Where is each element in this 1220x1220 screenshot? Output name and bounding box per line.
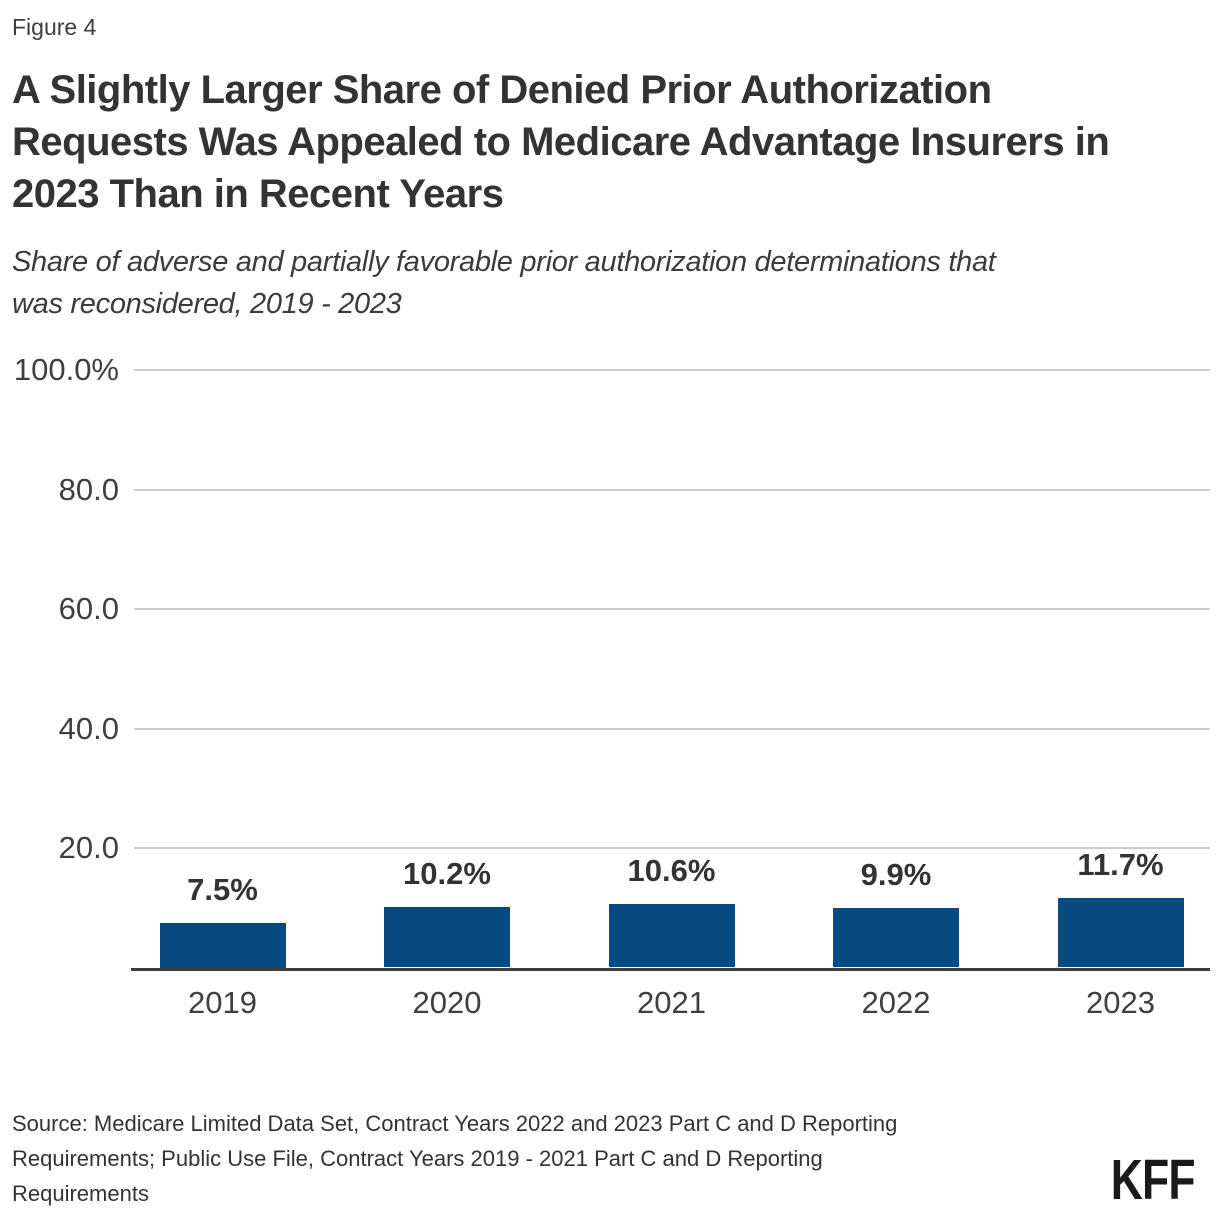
gridline-100: [134, 369, 1210, 371]
bar-value-label-2022: 9.9%: [860, 857, 932, 893]
source-note: Source: Medicare Limited Data Set, Contr…: [12, 1106, 897, 1211]
kff-logo: KFF: [1110, 1148, 1196, 1212]
bar-2020: [384, 906, 510, 968]
y-axis-tick-20: 20.0: [58, 830, 119, 865]
bar-2022: [833, 908, 959, 968]
chart-subtitle: Share of adverse and partially favorable…: [12, 241, 996, 325]
gridline-20: [134, 847, 1210, 849]
bar-2021: [608, 904, 735, 968]
x-axis-label-2021: 2021: [637, 985, 706, 1020]
bar-2023: [1057, 897, 1184, 968]
y-axis-tick-100: 100.0%: [13, 352, 119, 387]
chart-title: A Slightly Larger Share of Denied Prior …: [12, 64, 1110, 220]
chart-title-line-3: 2023 Than in Recent Years: [12, 172, 504, 216]
bar-2019: [159, 922, 286, 968]
y-axis-tick-40: 40.0: [58, 710, 119, 746]
figure-label: Figure 4: [12, 14, 97, 40]
bar-value-label-2020: 10.2%: [403, 855, 491, 891]
source-note-line-1: Source: Medicare Limited Data Set, Contr…: [12, 1111, 898, 1136]
bar-value-label-2023: 11.7%: [1077, 846, 1164, 882]
gridline-40: [134, 727, 1210, 730]
chart-title-line-2: Requests Was Appealed to Medicare Advant…: [12, 120, 1110, 164]
x-axis-label-2019: 2019: [188, 985, 257, 1020]
y-axis-tick-60: 60.0: [58, 591, 119, 626]
gridline-80: [134, 488, 1210, 491]
x-axis-label-2020: 2020: [412, 985, 482, 1020]
chart-subtitle-line-1: Share of adverse and partially favorable…: [12, 246, 996, 278]
chart-title-line-1: A Slightly Larger Share of Denied Prior …: [12, 68, 992, 112]
x-axis-label-2023: 2023: [1086, 985, 1155, 1020]
source-note-line-2: Requirements; Public Use File, Contract …: [12, 1146, 823, 1171]
x-axis-label-2022: 2022: [861, 985, 931, 1020]
x-axis-baseline: [131, 967, 1210, 971]
chart-subtitle-line-2: was reconsidered, 2019 - 2023: [12, 288, 402, 320]
bar-value-label-2019: 7.5%: [187, 871, 258, 907]
y-axis-tick-80: 80.0: [58, 471, 119, 507]
source-note-line-3: Requirements: [12, 1181, 149, 1206]
gridline-60: [134, 608, 1210, 610]
bar-value-label-2021: 10.6%: [627, 853, 716, 889]
